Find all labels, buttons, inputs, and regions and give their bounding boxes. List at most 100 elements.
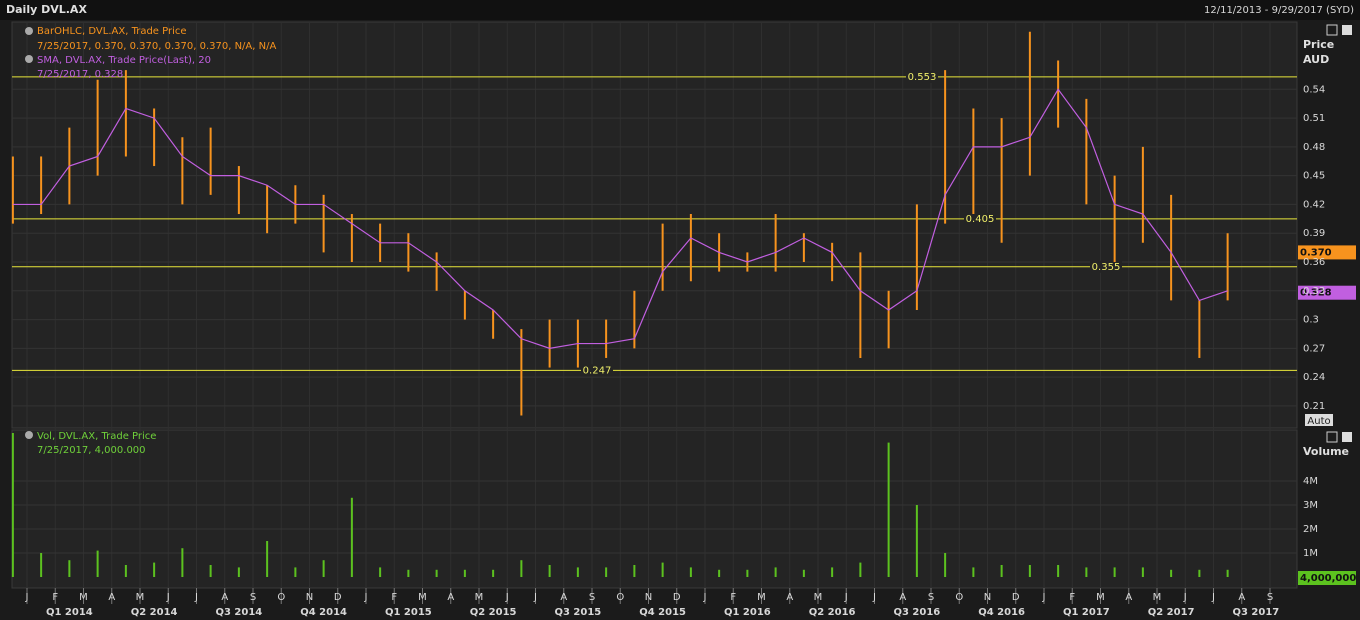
- month-label: J: [166, 592, 170, 603]
- month-label: M: [814, 592, 823, 603]
- quarter-label: Q3 2017: [1232, 607, 1279, 618]
- y-tick-label: 0.54: [1303, 84, 1325, 95]
- month-label: M: [475, 592, 484, 603]
- month-label: J: [505, 592, 509, 603]
- last-value-label: 0.328: [1300, 288, 1332, 299]
- month-label: S: [250, 592, 256, 603]
- month-label: A: [1238, 592, 1245, 603]
- month-label: A: [560, 592, 567, 603]
- volume-bar: [322, 560, 325, 577]
- volume-bar: [181, 548, 184, 577]
- y-tick-label: 0.42: [1303, 199, 1325, 210]
- y-tick-label: 0.51: [1303, 113, 1325, 124]
- volume-bar: [774, 567, 777, 577]
- horizontal-line-label: 0.355: [1092, 262, 1121, 273]
- close-button[interactable]: [1342, 432, 1352, 442]
- y-tick-label: 0.45: [1303, 171, 1325, 182]
- volume-bar: [209, 565, 212, 577]
- volume-bar: [1000, 565, 1003, 577]
- volume-bar: [1170, 569, 1173, 577]
- month-label: M: [1096, 592, 1105, 603]
- volume-bar: [605, 567, 608, 577]
- close-button[interactable]: [1342, 25, 1352, 35]
- y-tick-label: 1M: [1303, 548, 1318, 559]
- volume-bar: [831, 567, 834, 577]
- volume-bar: [1028, 565, 1031, 577]
- month-label: J: [194, 592, 198, 603]
- volume-bar: [40, 553, 43, 577]
- volume-bar: [576, 567, 579, 577]
- volume-bar: [463, 569, 466, 577]
- legend-icon[interactable]: [25, 431, 33, 439]
- window-title: Daily DVL.AX: [6, 3, 87, 16]
- month-label: F: [391, 592, 397, 603]
- maximize-button[interactable]: [1326, 24, 1338, 36]
- month-label: J: [533, 592, 537, 603]
- quarter-label: Q1 2017: [1063, 607, 1110, 618]
- y-tick-label: 0.27: [1303, 343, 1325, 354]
- volume-bar: [1226, 569, 1229, 577]
- legend-icon[interactable]: [25, 27, 33, 35]
- month-label: J: [1211, 592, 1215, 603]
- volume-bar: [859, 562, 862, 577]
- quarter-label: Q3 2016: [893, 607, 940, 618]
- volume-bar: [124, 565, 127, 577]
- auto-button[interactable]: [1305, 414, 1333, 426]
- last-value-label: 0.370: [1300, 247, 1332, 258]
- quarter-label: Q4 2015: [639, 607, 686, 618]
- volume-panel: [11, 429, 1298, 589]
- month-label: M: [418, 592, 427, 603]
- volume-bar: [915, 505, 918, 577]
- label-bg: [964, 212, 996, 225]
- panel-buttons[interactable]: [1326, 24, 1352, 443]
- labels: BarOHLC, DVL.AX, Trade Price 7/25/2017, …: [25, 26, 1349, 618]
- volume-bar: [11, 433, 14, 577]
- date-range: 12/11/2013 - 9/29/2017 (SYD): [1204, 5, 1354, 16]
- last-value-label: 4,000,000: [1300, 573, 1356, 584]
- volume-bar: [350, 497, 353, 577]
- volume-bar: [887, 442, 890, 577]
- month-label: O: [616, 592, 624, 603]
- volume-bar: [972, 567, 975, 577]
- y-tick-label: 0.36: [1303, 257, 1325, 268]
- volume-bar: [1141, 567, 1144, 577]
- month-label: A: [1125, 592, 1132, 603]
- month-label: D: [673, 592, 681, 603]
- month-label: J: [703, 592, 707, 603]
- volume-bar: [1057, 565, 1060, 577]
- y-tick-label: 0.21: [1303, 401, 1325, 412]
- month-label: A: [786, 592, 793, 603]
- volume-bar: [520, 560, 523, 577]
- y-title: Price: [1303, 38, 1334, 51]
- y-tick-label: 3M: [1303, 500, 1318, 511]
- volume-bar: [435, 569, 438, 577]
- y-tick-label: 0.48: [1303, 142, 1325, 153]
- sma-line: [12, 88, 1228, 349]
- price-panel: [11, 21, 1298, 429]
- month-label: N: [984, 592, 991, 603]
- volume-bar: [689, 567, 692, 577]
- month-label: J: [844, 592, 848, 603]
- month-label: D: [1012, 592, 1020, 603]
- quarter-label: Q1 2014: [46, 607, 93, 618]
- maximize-button[interactable]: [1326, 431, 1338, 443]
- quarter-label: Q2 2017: [1148, 607, 1195, 618]
- volume-bar: [407, 569, 410, 577]
- auto-label[interactable]: Auto: [1307, 416, 1330, 427]
- quarter-label: Q1 2016: [724, 607, 771, 618]
- legend-icon[interactable]: [25, 55, 33, 63]
- y-tick-label: 0.39: [1303, 228, 1325, 239]
- volume-bar: [266, 541, 269, 577]
- volume-bar: [153, 562, 156, 577]
- volume-bar: [1113, 567, 1116, 577]
- volume-bar: [492, 569, 495, 577]
- title-bar: [0, 0, 1360, 20]
- quarter-label: Q3 2014: [215, 607, 262, 618]
- y-tick-label: 0.24: [1303, 372, 1325, 383]
- quarter-label: Q2 2015: [470, 607, 517, 618]
- quarter-label: Q3 2015: [554, 607, 601, 618]
- volume-bar: [633, 565, 636, 577]
- last-value-badge: [1298, 571, 1356, 585]
- legend-detail: 7/25/2017, 0.370, 0.370, 0.370, 0.370, N…: [37, 41, 276, 52]
